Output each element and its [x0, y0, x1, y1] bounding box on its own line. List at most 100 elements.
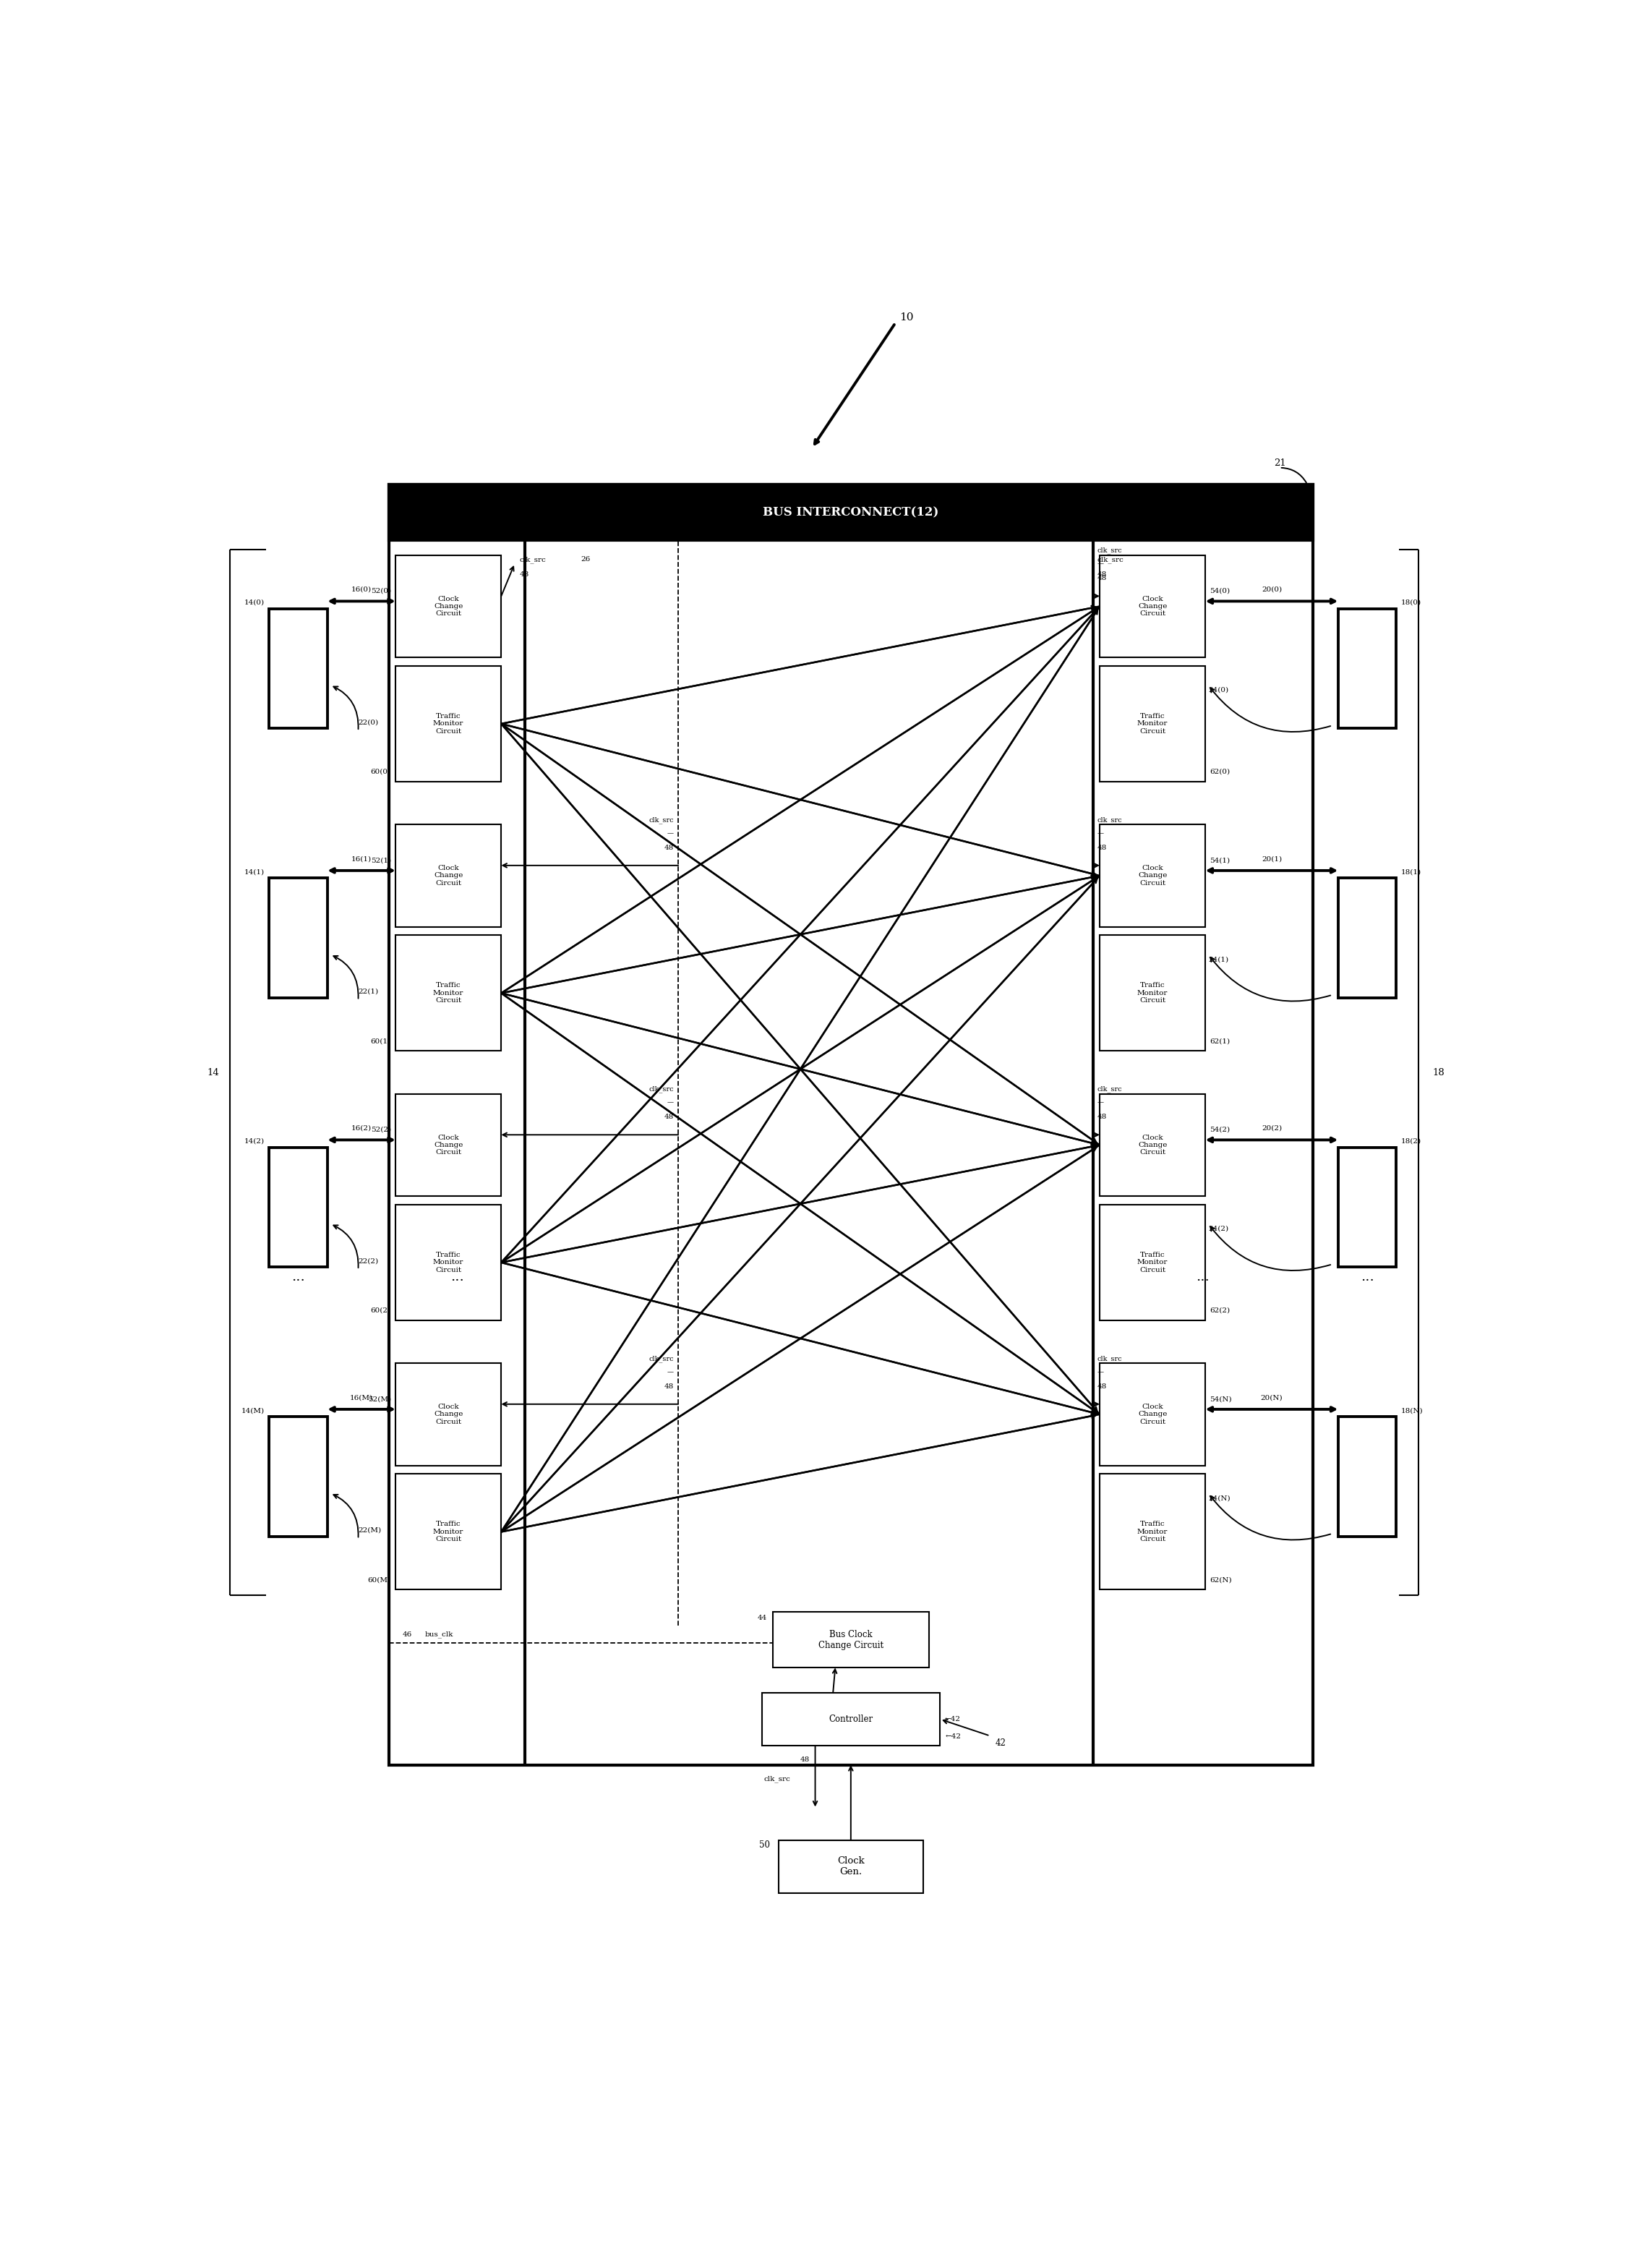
Bar: [1100, 1204, 1206, 1321]
Text: 22(M): 22(M): [358, 1527, 382, 1534]
Text: 52(0): 52(0): [370, 588, 392, 595]
Bar: [1100, 1473, 1206, 1590]
Text: ...: ...: [1196, 1271, 1209, 1282]
Bar: [269, 878, 327, 997]
Text: 44: 44: [758, 1615, 767, 1622]
Text: 52(2): 52(2): [370, 1127, 392, 1132]
Bar: [395, 555, 501, 658]
Text: 48: 48: [664, 844, 674, 851]
Text: 52(1): 52(1): [370, 858, 392, 865]
Text: Traffic
Monitor
Circuit: Traffic Monitor Circuit: [433, 1521, 464, 1543]
Text: 20(0): 20(0): [1262, 586, 1282, 593]
Text: 48: 48: [1097, 1114, 1107, 1121]
Text: 54(2): 54(2): [1209, 1127, 1231, 1132]
Text: 46: 46: [403, 1631, 413, 1637]
Text: 21: 21: [1274, 458, 1285, 467]
Text: 10: 10: [899, 312, 914, 323]
Bar: [1100, 1094, 1206, 1197]
Text: clk_src: clk_src: [1097, 815, 1122, 824]
Text: clk_src: clk_src: [1097, 557, 1123, 564]
Text: clk_src: clk_src: [649, 815, 674, 824]
Text: Clock
Gen.: Clock Gen.: [838, 1857, 864, 1878]
Bar: [1338, 609, 1396, 728]
Text: Traffic
Monitor
Circuit: Traffic Monitor Circuit: [1137, 1521, 1168, 1543]
Text: Controller: Controller: [829, 1714, 872, 1725]
Bar: [1338, 1148, 1396, 1267]
Text: clk_src: clk_src: [1097, 1085, 1122, 1094]
Bar: [269, 609, 327, 728]
Text: —: —: [1097, 831, 1104, 838]
Text: Traffic
Monitor
Circuit: Traffic Monitor Circuit: [433, 712, 464, 734]
Text: 54(1): 54(1): [1209, 858, 1231, 865]
Text: 62(0): 62(0): [1209, 768, 1231, 775]
Text: Clock
Change
Circuit: Clock Change Circuit: [434, 595, 463, 618]
Bar: [1100, 555, 1206, 658]
Text: bus_clk: bus_clk: [425, 1631, 453, 1637]
Bar: [1100, 665, 1206, 782]
Text: 54(0): 54(0): [1209, 588, 1231, 595]
Text: 22(1): 22(1): [358, 988, 378, 995]
Text: 48: 48: [1097, 570, 1107, 577]
Bar: [269, 1417, 327, 1536]
Text: 22(0): 22(0): [358, 719, 378, 725]
Text: clk_src: clk_src: [649, 1354, 674, 1361]
Bar: [395, 1473, 501, 1590]
Text: 48: 48: [520, 570, 529, 577]
Text: ←42: ←42: [945, 1734, 961, 1741]
Text: 52(M): 52(M): [368, 1395, 392, 1402]
Text: 14(M): 14(M): [241, 1408, 264, 1413]
Bar: [395, 1363, 501, 1467]
Text: clk_src: clk_src: [649, 1085, 674, 1094]
Text: 16(2): 16(2): [352, 1125, 372, 1132]
Text: 48: 48: [1097, 844, 1107, 851]
Text: Clock
Change
Circuit: Clock Change Circuit: [434, 865, 463, 887]
Text: 22(2): 22(2): [358, 1258, 378, 1264]
Text: 20(2): 20(2): [1262, 1125, 1282, 1132]
Text: 26: 26: [582, 557, 590, 564]
Text: —: —: [1097, 562, 1104, 568]
Text: ...: ...: [291, 1271, 306, 1282]
Text: 24(0): 24(0): [1208, 687, 1229, 694]
Text: 16(0): 16(0): [352, 586, 372, 593]
Text: 48: 48: [664, 1114, 674, 1121]
Text: 60(M): 60(M): [368, 1577, 392, 1583]
Text: Bus Clock
Change Circuit: Bus Clock Change Circuit: [818, 1631, 884, 1651]
Text: 62(2): 62(2): [1209, 1307, 1231, 1314]
Text: 60(0): 60(0): [370, 768, 392, 775]
Text: clk_src: clk_src: [1097, 548, 1122, 555]
Bar: [388, 485, 1313, 1765]
Text: 16(1): 16(1): [352, 856, 372, 862]
Text: 20(1): 20(1): [1262, 856, 1282, 862]
Text: 48: 48: [800, 1756, 809, 1763]
Text: —: —: [667, 1368, 674, 1375]
Text: Traffic
Monitor
Circuit: Traffic Monitor Circuit: [433, 982, 464, 1004]
Text: 62(N): 62(N): [1209, 1577, 1232, 1583]
Text: Clock
Change
Circuit: Clock Change Circuit: [1138, 1134, 1168, 1157]
Bar: [395, 934, 501, 1051]
Bar: [1100, 1363, 1206, 1467]
Text: Clock
Change
Circuit: Clock Change Circuit: [1138, 595, 1168, 618]
Text: clk_src: clk_src: [520, 557, 547, 564]
Text: 18(N): 18(N): [1401, 1408, 1422, 1413]
Text: —: —: [1097, 1368, 1104, 1375]
Text: 24(N): 24(N): [1208, 1496, 1231, 1503]
Text: 14(0): 14(0): [244, 600, 264, 606]
Bar: [269, 1148, 327, 1267]
Text: 24(2): 24(2): [1208, 1226, 1229, 1233]
Bar: [778, 1839, 923, 1893]
Text: clk_src: clk_src: [1097, 1354, 1122, 1361]
Text: BUS INTERCONNECT(12): BUS INTERCONNECT(12): [763, 505, 938, 519]
Text: Clock
Change
Circuit: Clock Change Circuit: [434, 1134, 463, 1157]
Bar: [395, 824, 501, 928]
Text: Clock
Change
Circuit: Clock Change Circuit: [434, 1404, 463, 1426]
Text: —: —: [1097, 1101, 1104, 1105]
Text: 20(N): 20(N): [1260, 1395, 1282, 1402]
Text: Clock
Change
Circuit: Clock Change Circuit: [1138, 1404, 1168, 1426]
Text: Clock
Change
Circuit: Clock Change Circuit: [1138, 865, 1168, 887]
Text: clk_src: clk_src: [763, 1777, 790, 1783]
Text: 18(0): 18(0): [1401, 600, 1421, 606]
Text: Traffic
Monitor
Circuit: Traffic Monitor Circuit: [1137, 982, 1168, 1004]
Text: 48: 48: [664, 1384, 674, 1390]
Text: 50: 50: [760, 1839, 770, 1851]
Text: 16(M): 16(M): [350, 1395, 373, 1402]
